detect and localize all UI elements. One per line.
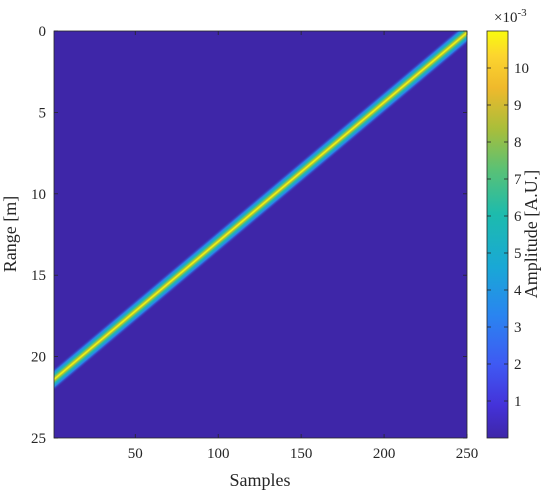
ridge-band <box>54 31 467 413</box>
colorbar-tick-label: 4 <box>514 283 522 299</box>
y-tick-label: 25 <box>31 431 46 447</box>
y-tick-label: 5 <box>39 105 47 121</box>
y-tick-label: 20 <box>31 350 46 366</box>
colorbar-tick-label: 3 <box>514 320 522 336</box>
x-tick-label: 150 <box>290 446 313 462</box>
x-tick-label: 250 <box>456 446 479 462</box>
x-tick-label: 200 <box>373 446 396 462</box>
y-tick-label: 15 <box>31 268 46 284</box>
y-tick-label: 10 <box>31 187 46 203</box>
x-tick-label: 100 <box>207 446 230 462</box>
y-tick-label: 0 <box>39 24 47 40</box>
y-axis-ticks: 0 5 10 15 20 25 <box>31 24 467 447</box>
colorbar-label: Amplitude [A.U.] <box>521 170 541 298</box>
colorbar-tick-label: 9 <box>514 98 522 114</box>
colorbar-tick-label: 5 <box>514 246 522 262</box>
amplitude-ridge <box>54 31 467 413</box>
colorbar-tick-label: 6 <box>514 209 522 225</box>
colorbar-exponent: ×10-3 <box>494 7 527 26</box>
colorbar-ticks: 1 2 3 4 5 6 7 8 9 10 <box>487 61 529 410</box>
colorbar-tick-label: 1 <box>514 394 522 410</box>
x-axis-label: Samples <box>230 470 291 490</box>
ridge-layer <box>54 31 467 413</box>
colorbar-tick-label: 2 <box>514 357 522 373</box>
x-tick-label: 50 <box>128 446 143 462</box>
y-axis-label: Range [m] <box>0 196 20 272</box>
x-axis-ticks: 50 100 150 200 250 <box>128 31 478 462</box>
colorbar-tick-label: 10 <box>514 61 529 77</box>
plot-frame <box>53 30 468 439</box>
colorbar-tick-label: 8 <box>514 135 522 151</box>
colorbar-tick-label: 7 <box>514 172 522 188</box>
colorbar <box>486 30 509 439</box>
